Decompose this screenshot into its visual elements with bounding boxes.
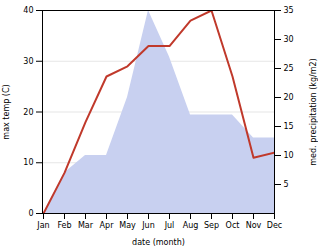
svg-text:Apr: Apr <box>100 221 115 230</box>
svg-text:med. precipitation (kg/m2): med. precipitation (kg/m2) <box>309 58 318 165</box>
svg-text:40: 40 <box>23 6 33 15</box>
svg-text:15: 15 <box>284 122 294 131</box>
svg-text:Sep: Sep <box>204 221 219 230</box>
svg-text:35: 35 <box>284 6 294 15</box>
svg-text:Aug: Aug <box>183 221 199 230</box>
svg-text:10: 10 <box>23 158 33 167</box>
svg-text:Dec: Dec <box>267 221 282 230</box>
svg-text:10: 10 <box>284 151 294 160</box>
svg-text:30: 30 <box>23 57 33 66</box>
svg-text:May: May <box>119 221 136 230</box>
svg-text:max temp (C): max temp (C) <box>2 84 11 139</box>
svg-text:Jan: Jan <box>36 221 49 230</box>
svg-text:Mar: Mar <box>78 221 94 230</box>
svg-text:date (month): date (month) <box>132 238 185 247</box>
svg-text:Nov: Nov <box>246 221 262 230</box>
svg-text:20: 20 <box>23 108 33 117</box>
svg-text:0: 0 <box>28 209 33 218</box>
svg-text:5: 5 <box>284 180 289 189</box>
svg-text:30: 30 <box>284 35 294 44</box>
svg-text:Jul: Jul <box>164 221 175 230</box>
svg-text:Jun: Jun <box>141 221 155 230</box>
svg-text:25: 25 <box>284 64 294 73</box>
svg-text:20: 20 <box>284 93 294 102</box>
svg-text:Feb: Feb <box>57 221 71 230</box>
svg-text:Oct: Oct <box>226 221 240 230</box>
